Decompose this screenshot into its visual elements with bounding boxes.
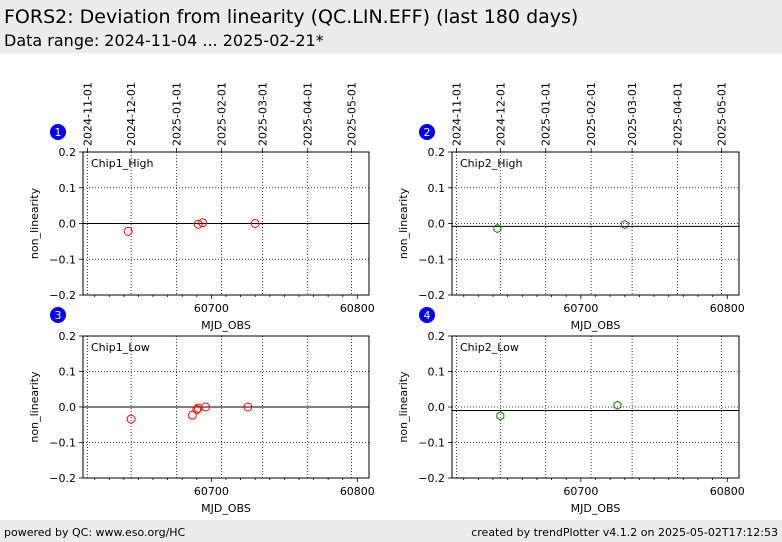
plot-frame <box>451 335 740 479</box>
date-tick-label: 2025-01-01 <box>170 82 183 146</box>
data-point <box>193 403 203 413</box>
date-tick-label: 2025-01-01 <box>540 82 553 146</box>
date-tick-label: 2024-12-01 <box>125 82 138 146</box>
x-axis-label: MJD_OBS <box>571 319 621 332</box>
data-point <box>192 404 202 414</box>
plot-frame <box>82 151 370 296</box>
y-tick-label: 0.1 <box>428 182 446 195</box>
x-axis-label: MJD_OBS <box>201 502 251 515</box>
x-tick-label: 60800 <box>340 485 375 498</box>
x-tick-label: 60700 <box>194 302 229 315</box>
x-tick-label: 60700 <box>194 485 229 498</box>
y-tick-label: 0.1 <box>59 182 77 195</box>
x-axis-label: MJD_OBS <box>571 502 621 515</box>
date-tick-label: 2024-11-01 <box>450 82 463 146</box>
page-title: FORS2: Deviation from linearity (QC.LIN.… <box>4 6 579 28</box>
date-tick-label: 2025-04-01 <box>302 82 315 146</box>
date-tick-label: 2025-03-01 <box>256 82 269 146</box>
chart-panel-3: −0.2 −0.1 0.0 0.1 0.2 60700 60800 Chip1_Low MJD_… <box>28 307 375 515</box>
date-tick-label: 2025-05-01 <box>715 82 728 146</box>
y-tick-label: −0.1 <box>49 437 76 450</box>
y-tick-label: 0.2 <box>428 330 446 343</box>
panel-number-text: 2 <box>424 126 431 139</box>
y-axis-label: non_linearity <box>397 371 410 443</box>
data-point <box>496 411 505 421</box>
panel-number-text: 1 <box>55 126 62 139</box>
data-point <box>198 218 208 228</box>
y-axis-label: non_linearity <box>28 187 41 259</box>
x-tick-label: 60700 <box>563 485 598 498</box>
y-tick-label: 0.2 <box>59 146 77 159</box>
panel-number-badge <box>50 307 66 323</box>
y-tick-label: 0.1 <box>59 366 77 379</box>
footer-bar: powered by QC: www.eso.org/HC created by… <box>0 520 782 542</box>
x-tick-label: 60700 <box>563 302 598 315</box>
data-point <box>187 410 197 420</box>
y-tick-label: −0.1 <box>418 253 445 266</box>
date-tick-label: 2025-05-01 <box>345 82 358 146</box>
chart-panel-1: 2024-11-01 2024-12-01 2025-01-01 2025-02-01… <box>28 82 375 332</box>
y-tick-label: −0.2 <box>418 472 445 485</box>
panel-number-badge <box>419 307 435 323</box>
y-tick-label: −0.1 <box>49 253 76 266</box>
footer-credit: powered by QC: www.eso.org/HC <box>4 526 186 539</box>
data-point <box>493 223 502 234</box>
data-point <box>201 402 211 412</box>
y-tick-label: −0.2 <box>49 289 76 302</box>
data-point <box>243 402 253 412</box>
date-tick-label: 2024-11-01 <box>81 82 94 146</box>
y-tick-label: 0.1 <box>428 366 446 379</box>
plot-frame <box>82 335 370 479</box>
chart-panel-2: 2024-11-01 2024-12-01 2025-01-01 2025-02-01… <box>397 82 745 332</box>
x-tick-label: 60800 <box>340 302 375 315</box>
data-point <box>123 226 133 236</box>
date-tick-label: 2024-12-01 <box>494 82 507 146</box>
plot-frame <box>451 151 740 296</box>
y-tick-label: 0.2 <box>59 330 77 343</box>
x-axis-label: MJD_OBS <box>201 319 251 332</box>
y-tick-label: 0.0 <box>59 401 77 414</box>
chart-series-label: Chip2_High <box>460 157 522 170</box>
chart-series-label: Chip1_High <box>91 157 153 170</box>
data-point <box>620 219 629 230</box>
panel-number-text: 4 <box>424 309 431 322</box>
y-tick-label: 0.2 <box>428 146 446 159</box>
data-point <box>126 414 136 424</box>
data-point <box>193 219 203 229</box>
y-axis-label: non_linearity <box>28 371 41 443</box>
y-tick-label: −0.2 <box>418 289 445 302</box>
panel-number-badge <box>50 124 66 140</box>
x-tick-label: 60800 <box>710 485 745 498</box>
chart-series-label: Chip1_Low <box>91 341 150 354</box>
date-tick-label: 2025-04-01 <box>672 82 685 146</box>
x-tick-label: 60800 <box>710 302 745 315</box>
date-tick-label: 2025-02-01 <box>585 82 598 146</box>
y-tick-label: 0.0 <box>428 401 446 414</box>
y-axis-label: non_linearity <box>397 187 410 259</box>
y-tick-label: −0.2 <box>49 472 76 485</box>
date-tick-label: 2025-03-01 <box>626 82 639 146</box>
y-tick-label: 0.0 <box>428 218 446 231</box>
header-bar: FORS2: Deviation from linearity (QC.LIN.… <box>0 0 782 53</box>
data-range-subtitle: Data range: 2024-11-04 ... 2025-02-21* <box>4 31 324 50</box>
footer-created-by: created by trendPlotter v4.1.2 on 2025-0… <box>471 526 778 539</box>
panel-number-text: 3 <box>55 309 62 322</box>
y-tick-label: −0.1 <box>418 437 445 450</box>
y-tick-label: 0.0 <box>59 218 77 231</box>
data-point <box>613 400 622 410</box>
date-tick-label: 2025-02-01 <box>216 82 229 146</box>
data-point <box>250 219 260 228</box>
panel-number-badge <box>419 124 435 140</box>
chart-panel-4: −0.2 −0.1 0.0 0.1 0.2 60700 60800 Chip2_Low MJD_… <box>397 307 745 515</box>
chart-series-label: Chip2_Low <box>460 341 519 354</box>
